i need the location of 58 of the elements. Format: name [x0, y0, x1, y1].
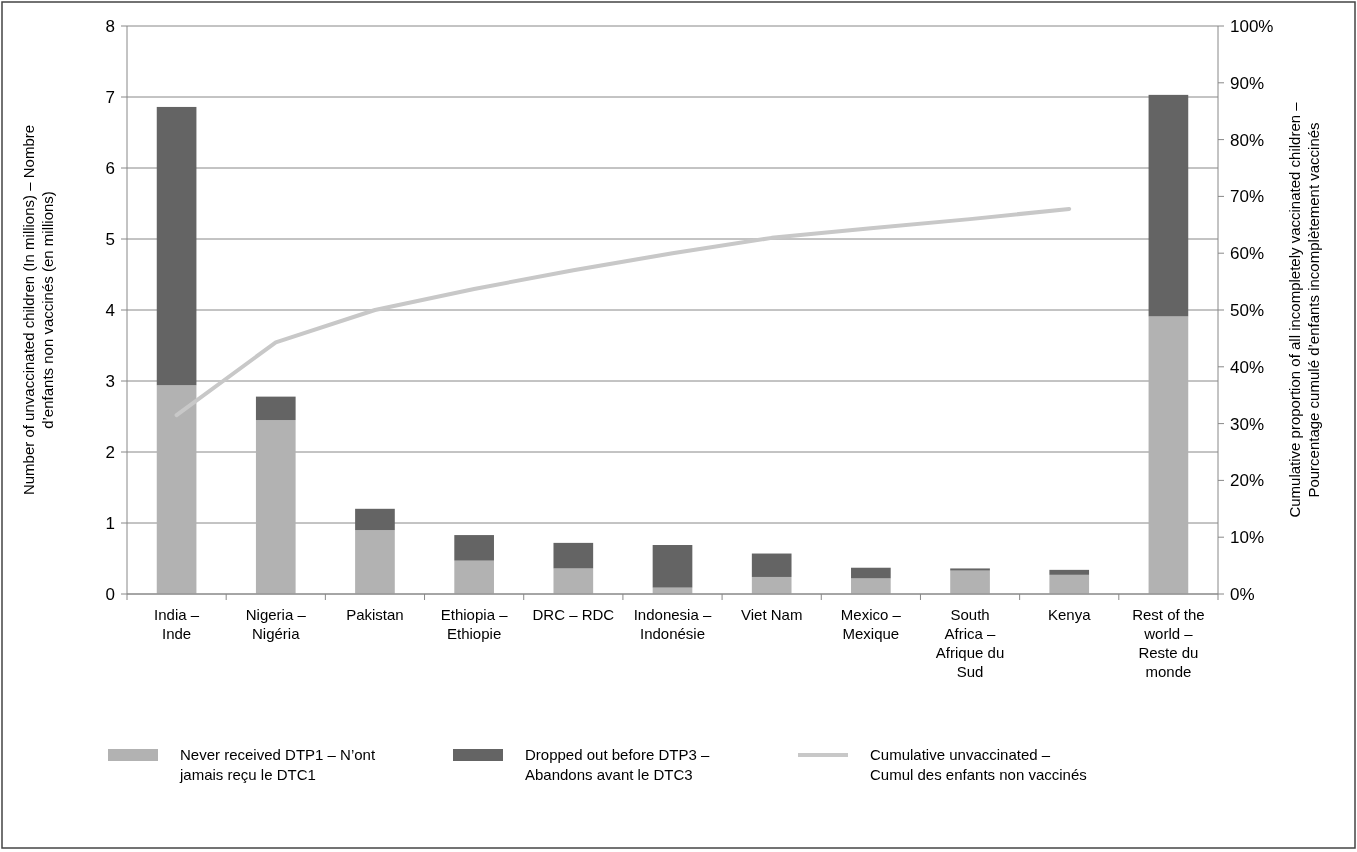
legend-label: Dropped out before DTP3 – Abandons avant le DTC3	[525, 746, 710, 783]
x-tick-label: Pakistan	[346, 606, 404, 623]
y2-tick-label: 100%	[1230, 16, 1274, 36]
bar	[1148, 94, 1189, 317]
line-series	[174, 206, 1072, 418]
x-tick-label: Indonesia – Indonésie	[633, 606, 712, 642]
y2-tick-label: 40%	[1230, 357, 1265, 377]
y-tick-label: 7	[105, 87, 115, 107]
y2-tick-label: 30%	[1230, 414, 1265, 434]
bar	[1049, 574, 1090, 594]
bar	[553, 568, 594, 594]
x-tick-label: Ethiopia – Ethiopie	[440, 606, 509, 642]
y2-tick-label: 80%	[1230, 130, 1265, 150]
bar	[751, 576, 792, 594]
bar	[355, 530, 395, 594]
bar	[751, 553, 792, 577]
bar	[553, 542, 594, 569]
bar	[1148, 316, 1189, 594]
y2-tick-label: 20%	[1230, 471, 1265, 491]
y2-tick-label: 10%	[1230, 528, 1265, 548]
x-tick-label: Viet Nam	[740, 606, 803, 623]
y2-tick-label: 70%	[1230, 187, 1265, 207]
bar	[1049, 569, 1090, 575]
bar	[355, 508, 395, 531]
x-tick-label: India – Inde	[154, 606, 200, 642]
x-tick-label: South Africa – Afrique du Sud	[935, 606, 1005, 680]
bar	[156, 106, 197, 386]
bar	[652, 545, 693, 588]
legend-label: Cumulative unvaccinated – Cumul des enfants non vaccinés	[870, 746, 1087, 783]
y-tick-label: 5	[105, 229, 115, 249]
x-tick-label: Nigeria – Nigéria	[245, 606, 307, 642]
y2-axis-title: Cumulative proportion of all incompletely vaccinated children – Pourcentage cumulé d’enfants incomplètement vaccinés	[1286, 101, 1322, 518]
bar	[255, 420, 296, 594]
bar	[454, 535, 494, 561]
bar	[950, 568, 990, 571]
x-tick-label: DRC – RDC	[532, 606, 615, 623]
y-tick-label: 0	[105, 584, 115, 604]
bar	[851, 567, 891, 579]
y2-tick-label: 50%	[1230, 300, 1265, 320]
y2-tick-label: 60%	[1230, 244, 1265, 264]
bar	[255, 396, 296, 421]
bar	[454, 560, 494, 594]
y-tick-label: 4	[105, 300, 115, 320]
bar	[950, 570, 990, 594]
y-tick-label: 6	[105, 158, 115, 178]
bar	[851, 578, 891, 594]
y-tick-label: 8	[105, 16, 115, 36]
x-tick-label: Mexico – Mexique	[840, 606, 902, 642]
legend-label: Never received DTP1 – N’ont jamais reçu le DTC1	[179, 746, 376, 783]
y-axis-title: Number of unvaccinated children (In millions) – Nombre d’enfants non vaccinés (en millions)	[20, 124, 56, 496]
x-tick-label: Kenya	[1047, 606, 1092, 623]
y2-tick-label: 90%	[1230, 73, 1265, 93]
y-tick-label: 3	[105, 371, 115, 391]
y-tick-label: 1	[105, 513, 115, 533]
bar	[156, 385, 197, 594]
y-tick-label: 2	[105, 442, 115, 462]
y2-tick-label: 0%	[1230, 584, 1255, 604]
x-tick-label: Rest of the world – Reste du monde	[1132, 606, 1205, 680]
